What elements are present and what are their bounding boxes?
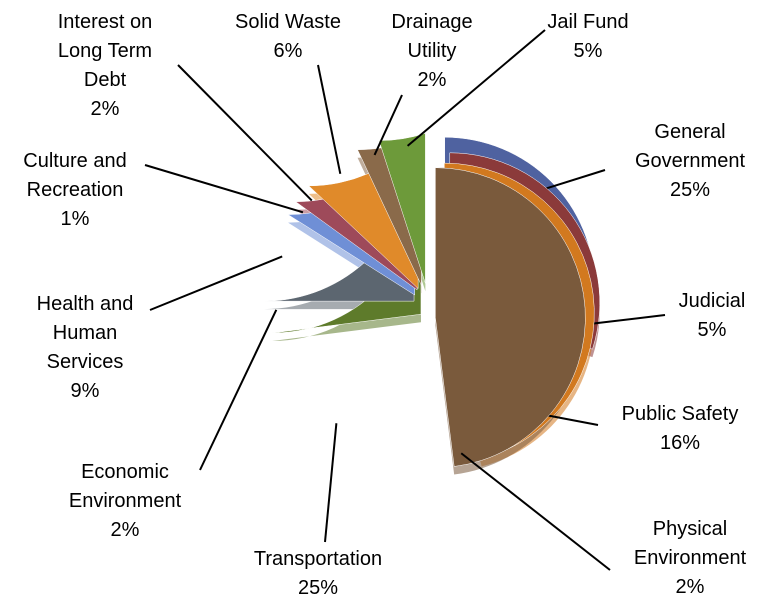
slice-label: Physical Environment 2% [605, 515, 765, 602]
leader-line [199, 309, 278, 471]
leader-line [149, 255, 283, 311]
leader-line [460, 452, 611, 571]
value-label: 5% [697, 319, 727, 341]
category-label: Public Safety [621, 403, 739, 425]
value-label: 2% [675, 576, 705, 598]
slice-label: Health and Human Services 9% [20, 290, 150, 406]
slice-label: Judicial 5% [672, 287, 752, 345]
slice-label: General Government 25% [610, 118, 765, 205]
value-label: 25% [297, 577, 339, 599]
slice-label: Economic Environment 2% [45, 458, 205, 545]
category-label: Culture and Recreation [23, 150, 127, 201]
slice-label: Jail Fund 5% [538, 8, 638, 66]
slice-label: Transportation 25% [208, 545, 428, 603]
value-label: 2% [90, 98, 120, 120]
value-label: 16% [659, 432, 701, 454]
category-label: Economic Environment [68, 461, 182, 512]
value-label: 5% [573, 40, 603, 62]
slice-label: Drainage Utility 2% [382, 8, 482, 95]
category-label: General Government [634, 121, 746, 172]
leader-line [406, 29, 546, 147]
slice-label: Solid Waste 6% [218, 8, 358, 66]
category-label: Drainage Utility [391, 11, 473, 62]
leader-line [324, 423, 338, 543]
category-label: Judicial [678, 290, 746, 312]
slice-label: Interest on Long Term Debt 2% [35, 8, 175, 124]
value-label: 25% [669, 179, 711, 201]
slice [378, 132, 426, 284]
value-label: 6% [273, 40, 303, 62]
category-label: Transportation [253, 548, 383, 570]
leader-line [585, 314, 666, 326]
slice-label: Culture and Recreation 1% [0, 147, 150, 234]
leader-line [144, 164, 304, 214]
value-label: 9% [70, 380, 100, 402]
value-label: 2% [417, 69, 447, 91]
leader-line [317, 64, 342, 174]
slice [435, 167, 586, 467]
category-label: Physical Environment [633, 518, 747, 569]
leader-line [373, 94, 403, 156]
category-label: Interest on Long Term Debt [57, 11, 153, 91]
slice-label: Public Safety 16% [595, 400, 765, 458]
category-label: Jail Fund [547, 11, 629, 33]
value-label: 2% [110, 519, 140, 541]
category-label: Solid Waste [235, 11, 341, 33]
category-label: Health and Human Services [36, 293, 134, 373]
leader-line [542, 169, 606, 191]
leader-line [177, 64, 313, 202]
value-label: 1% [60, 208, 90, 230]
